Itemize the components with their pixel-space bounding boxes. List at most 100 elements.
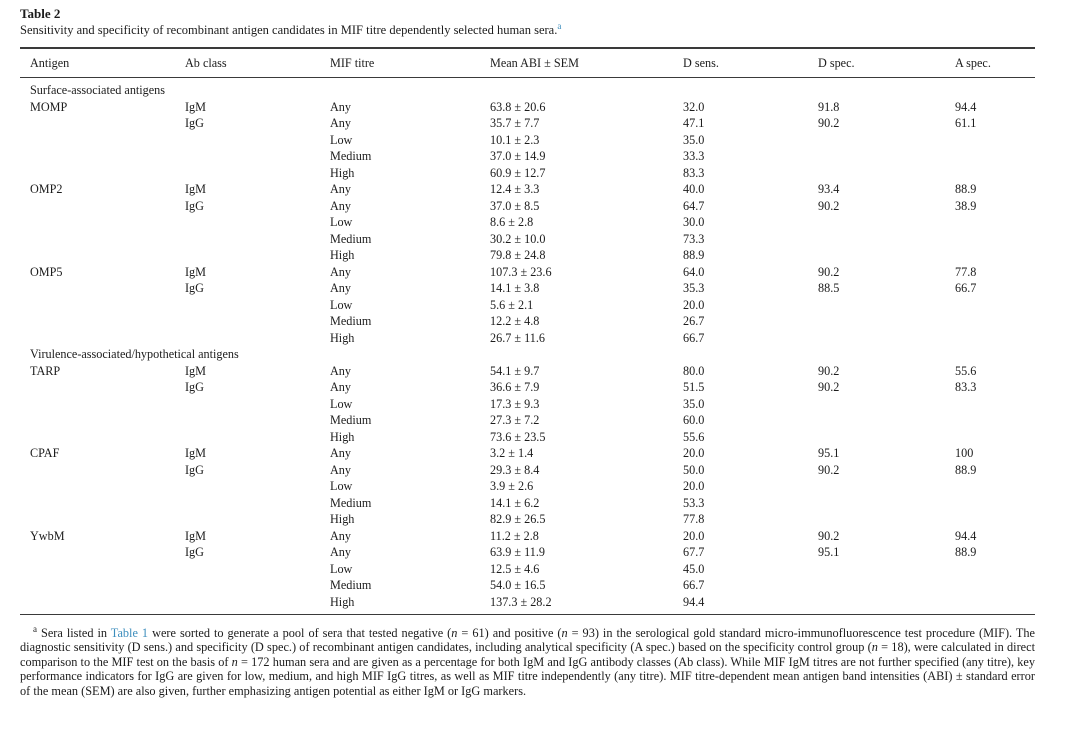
cell-ab-class: [185, 511, 330, 528]
table-row: OMP2 IgM Any 12.4 ± 3.3 40.0 93.4 88.9: [20, 181, 1035, 198]
cell-a-spec: [955, 165, 1035, 182]
cell-ab-class: [185, 495, 330, 512]
cell-mif-titre: Medium: [330, 578, 372, 592]
cell-mif-titre: Low: [330, 561, 353, 576]
cell-d-spec: 90.2: [818, 363, 840, 378]
cell-d-sens: 77.8: [683, 512, 705, 526]
cell-mif-titre: Low: [330, 215, 353, 229]
cell-d-spec: [818, 165, 955, 182]
cell-ab-class: IgM: [185, 528, 206, 543]
cell-a-spec: 88.9: [955, 182, 977, 196]
table-body: Surface-associated antigens MOMP IgM Any 63.…: [20, 78, 1035, 615]
cell-mean-abi: 37.0 ± 14.9: [490, 149, 546, 163]
cell-d-sens: 40.0: [683, 182, 705, 196]
cell-antigen: YwbM: [30, 528, 65, 543]
cell-antigen: [20, 231, 185, 248]
cell-ab-class: [185, 231, 330, 248]
cell-a-spec: [955, 396, 1035, 413]
table-row: Medium 12.2 ± 4.8 26.7: [20, 313, 1035, 330]
cell-d-spec: 90.2: [818, 380, 840, 394]
cell-a-spec: [955, 330, 1035, 347]
cell-a-spec: 77.8: [955, 264, 977, 279]
table-row: IgG Any 14.1 ± 3.8 35.3 88.5 66.7: [20, 280, 1035, 297]
cell-antigen: [20, 478, 185, 495]
cell-d-spec: [818, 412, 955, 429]
cell-mif-titre: High: [330, 330, 355, 345]
cell-ab-class: [185, 577, 330, 594]
cell-d-sens: 88.9: [683, 248, 705, 262]
cell-mean-abi: 14.1 ± 6.2: [490, 495, 540, 510]
cell-mif-titre: High: [330, 429, 355, 444]
cell-d-spec: 90.2: [818, 116, 840, 130]
cell-mean-abi: 12.5 ± 4.6: [490, 561, 540, 576]
cell-ab-class: IgM: [185, 264, 206, 279]
cell-ab-class: [185, 412, 330, 429]
table-row: High 26.7 ± 11.6 66.7: [20, 330, 1035, 347]
cell-ab-class: [185, 297, 330, 314]
table-row: Low 17.3 ± 9.3 35.0: [20, 396, 1035, 413]
cell-antigen: OMP2: [30, 182, 63, 196]
cell-mif-titre: Any: [330, 363, 351, 378]
cell-mean-abi: 14.1 ± 3.8: [490, 281, 540, 295]
cell-d-sens: 51.5: [683, 380, 705, 394]
cell-d-spec: 95.1: [818, 545, 840, 559]
cell-d-spec: [818, 297, 955, 314]
table-row: Low 3.9 ± 2.6 20.0: [20, 478, 1035, 495]
col-header-ab-class: Ab class: [185, 48, 330, 78]
table-row: TARP IgM Any 54.1 ± 9.7 80.0 90.2 55.6: [20, 363, 1035, 380]
cell-a-spec: [955, 297, 1035, 314]
table-row: IgG Any 29.3 ± 8.4 50.0 90.2 88.9: [20, 462, 1035, 479]
table-row: High 60.9 ± 12.7 83.3: [20, 165, 1035, 182]
section-heading-row: Virulence-associated/hypothetical antige…: [20, 346, 1035, 363]
footnote-segment: = 18), were calculated in direct compari…: [20, 640, 1036, 669]
cell-d-spec: [818, 478, 955, 495]
table-row: OMP5 IgM Any 107.3 ± 23.6 64.0 90.2 77.8: [20, 264, 1035, 281]
cell-antigen: MOMP: [30, 99, 68, 114]
cell-a-spec: 55.6: [955, 363, 977, 378]
cell-a-spec: 66.7: [955, 281, 977, 295]
cell-d-sens: 32.0: [683, 99, 705, 114]
cell-a-spec: [955, 495, 1035, 512]
cell-mean-abi: 82.9 ± 26.5: [490, 512, 546, 526]
cell-d-sens: 26.7: [683, 314, 705, 328]
cell-mean-abi: 54.1 ± 9.7: [490, 363, 540, 378]
cell-ab-class: [185, 214, 330, 231]
cell-mean-abi: 35.7 ± 7.7: [490, 116, 540, 130]
table-row: High 79.8 ± 24.8 88.9: [20, 247, 1035, 264]
section-heading: Surface-associated antigens: [30, 83, 166, 97]
cell-d-sens: 50.0: [683, 462, 705, 477]
cell-mif-titre: Low: [330, 396, 353, 411]
col-header-d-spec: D spec.: [818, 48, 955, 78]
cell-d-spec: [818, 429, 955, 446]
caption-footnote-marker-link[interactable]: a: [557, 20, 562, 31]
cell-ab-class: IgG: [185, 462, 204, 477]
cell-ab-class: [185, 561, 330, 578]
cell-d-spec: [818, 313, 955, 330]
table-row: IgG Any 36.6 ± 7.9 51.5 90.2 83.3: [20, 379, 1035, 396]
cell-mif-titre: Any: [330, 380, 351, 394]
cell-ab-class: IgG: [185, 545, 204, 559]
cell-mean-abi: 5.6 ± 2.1: [490, 297, 534, 312]
cell-d-sens: 33.3: [683, 149, 705, 163]
cell-d-spec: 90.2: [818, 528, 840, 543]
col-header-mif-titre: MIF titre: [330, 48, 490, 78]
cell-antigen: [20, 148, 185, 165]
cell-mean-abi: 79.8 ± 24.8: [490, 248, 546, 262]
footnote-segment: n: [561, 626, 568, 640]
footnote-text: Sera listed in Table 1 were sorted to ge…: [20, 626, 1035, 698]
cell-d-spec: 90.2: [818, 264, 840, 279]
table-row: Low 12.5 ± 4.6 45.0: [20, 561, 1035, 578]
cell-mif-titre: Any: [330, 462, 351, 477]
cell-mif-titre: Low: [330, 297, 353, 312]
cell-d-spec: 88.5: [818, 281, 840, 295]
col-header-mean-abi: Mean ABI ± SEM: [490, 48, 683, 78]
cell-antigen: [20, 165, 185, 182]
cell-antigen: [20, 577, 185, 594]
table-row: Medium 27.3 ± 7.2 60.0: [20, 412, 1035, 429]
table-row: Medium 37.0 ± 14.9 33.3: [20, 148, 1035, 165]
cell-a-spec: [955, 132, 1035, 149]
cell-d-spec: [818, 231, 955, 248]
table-1-link[interactable]: Table 1: [110, 626, 149, 640]
table-row: Medium 30.2 ± 10.0 73.3: [20, 231, 1035, 248]
cell-mean-abi: 54.0 ± 16.5: [490, 578, 546, 592]
